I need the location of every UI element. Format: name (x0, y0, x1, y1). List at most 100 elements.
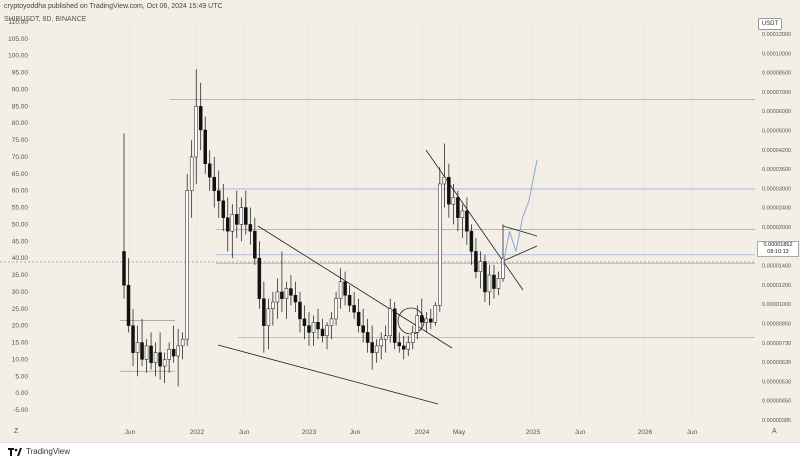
candle (162, 352, 167, 384)
candle (392, 302, 397, 350)
candle-body (266, 308, 271, 326)
candle (401, 335, 406, 360)
candle-body (361, 325, 365, 333)
candle (302, 305, 307, 340)
candle (356, 298, 361, 333)
candle (189, 140, 194, 218)
right-axis: 0.00012000 0.00010000 0.00008500 0.00007000… (762, 32, 791, 424)
x-axis-tick: Jun (125, 429, 136, 436)
candle (262, 281, 266, 353)
candle (487, 264, 492, 306)
candle (325, 322, 329, 350)
candle-body (280, 291, 284, 299)
candle (388, 298, 392, 343)
candle (374, 339, 379, 363)
left-axis-tick: 5.00 (15, 373, 28, 380)
candle-body (347, 295, 352, 306)
candle-body (478, 261, 483, 272)
candle-body (257, 257, 262, 299)
candle (185, 173, 189, 346)
candle (149, 332, 153, 370)
candle-body (262, 298, 266, 326)
right-axis-tick: 0.00010000 (762, 51, 791, 57)
candle (280, 251, 284, 313)
candle-body (388, 308, 392, 337)
candle-body (307, 325, 311, 333)
tradingview-logo-icon (8, 448, 22, 456)
candle-body (212, 176, 216, 191)
candle-body (438, 183, 442, 306)
left-axis-tick: 70.00 (12, 154, 29, 161)
candle (451, 183, 456, 225)
right-axis-tick: 0.00001000 (762, 302, 791, 308)
candle (221, 183, 226, 232)
left-axis-tick: 35.00 (12, 272, 29, 279)
candle-body (203, 129, 207, 164)
x-axis-tick: 2026 (638, 429, 653, 436)
candle (271, 291, 275, 326)
left-axis: 110.00 105.00 100.00 95.00 90.00 85.00 80.00 75… (8, 19, 28, 414)
right-axis-tick: 0.00003000 (762, 186, 791, 192)
left-axis-tick: 105.00 (8, 36, 28, 43)
candle-body (334, 298, 338, 320)
candle (239, 197, 244, 242)
candle-body (293, 295, 298, 303)
x-axis-tick: Jun (350, 429, 361, 436)
candle-body (474, 251, 478, 272)
candle (203, 116, 207, 174)
candle-body (158, 352, 162, 367)
x-axis-tick: May (453, 429, 466, 436)
candle (198, 82, 203, 151)
candle (235, 190, 239, 238)
candle (266, 298, 271, 350)
candle (338, 268, 343, 309)
candle (226, 197, 230, 252)
x-axis-tick: Jun (575, 429, 586, 436)
candle-body (465, 210, 469, 232)
right-axis-tick: 0.00002000 (762, 225, 791, 231)
candle-body (131, 325, 135, 353)
candle (420, 298, 424, 330)
candle (289, 275, 293, 306)
candle (293, 281, 298, 313)
candle-body (253, 230, 257, 259)
left-scale-icon[interactable]: Z (14, 428, 19, 435)
candle-body (329, 318, 334, 326)
candle (501, 224, 505, 282)
candle-body (343, 281, 347, 296)
candle (158, 332, 162, 380)
trendline-2024-down (425, 149, 524, 291)
candle (253, 217, 257, 265)
right-axis-tick: 0.00008500 (762, 71, 791, 77)
candle (424, 312, 429, 333)
candle-body (352, 305, 356, 313)
candle-body (289, 288, 293, 296)
candle (275, 278, 280, 319)
candle (334, 291, 338, 326)
candle-body (483, 261, 487, 293)
candle-body (149, 345, 153, 364)
candle (284, 281, 289, 319)
candle (122, 133, 126, 299)
candle-body (185, 190, 189, 340)
left-axis-tick: 110.00 (9, 19, 29, 26)
currency-selector[interactable]: USDT (758, 18, 782, 30)
candle-body (122, 251, 126, 286)
x-axis-tick: Jun (687, 429, 698, 436)
trendline-lower-2022 (217, 344, 439, 405)
candle-body (217, 190, 221, 202)
candle (492, 264, 496, 299)
candle (131, 308, 135, 367)
candle-body (226, 217, 230, 232)
candle (469, 224, 474, 265)
right-axis-tick: 0.00004200 (762, 148, 791, 154)
right-axis-tick: 0.00001400 (762, 264, 791, 270)
left-axis-tick: 65.00 (12, 171, 29, 178)
candle (478, 251, 483, 289)
candle (474, 237, 478, 279)
candle-body (189, 156, 194, 191)
auto-scale-icon[interactable]: A (772, 428, 777, 435)
right-axis-tick: 0.00000385 (762, 418, 791, 424)
candle-body (284, 288, 289, 299)
